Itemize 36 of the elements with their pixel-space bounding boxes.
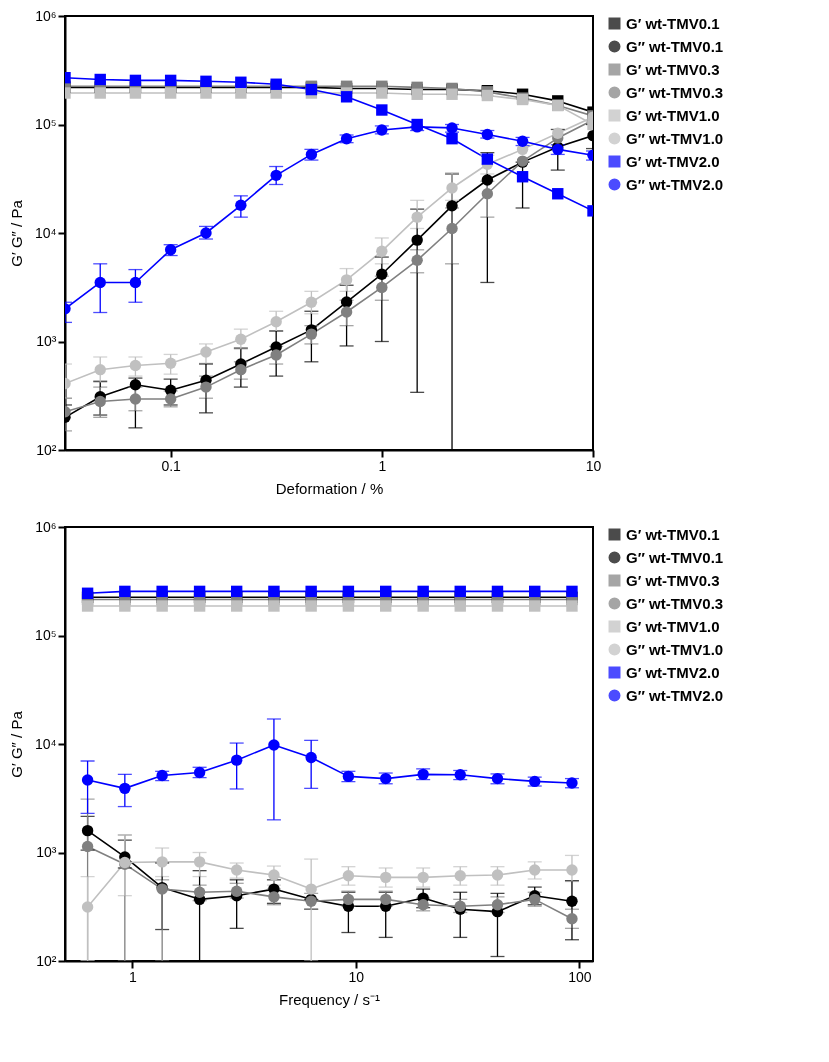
y-tick-label: 10⁴: [34, 224, 57, 241]
legend-label: G′ wt-TMV0.3: [626, 60, 720, 78]
legend-label: G″ wt-TMV2.0: [626, 686, 724, 704]
legend-label: G′ wt-TMV1.0: [626, 106, 720, 124]
x-tick-label: 10: [585, 457, 602, 474]
y-tick-label: 10⁵: [35, 116, 57, 132]
y-tick-label: 10²: [36, 441, 57, 458]
y-axis-title: G′ G″ / Pa: [7, 710, 25, 778]
x-axis-title: Deformation / %: [275, 479, 384, 497]
legend-label: G′ wt-TMV0.1: [626, 525, 720, 543]
legend-label: G″ wt-TMV2.0: [626, 175, 724, 193]
y-tick-label: 10⁴: [34, 735, 57, 752]
legend-label: G″ wt-TMV0.1: [626, 548, 724, 566]
legend-label: G′ wt-TMV0.3: [626, 571, 720, 589]
y-axis-title: G′ G″ / Pa: [7, 199, 25, 267]
y-tick-label: 10³: [36, 333, 57, 349]
y-tick-label: 10³: [36, 844, 57, 860]
legend-label: G″ wt-TMV0.3: [626, 594, 724, 612]
x-tick-label: 10: [348, 968, 365, 985]
y-tick-label: 10⁶: [35, 7, 57, 24]
y-tick-label: 10²: [36, 952, 57, 969]
legend-label: G′ wt-TMV0.1: [626, 14, 720, 32]
legend-label: G″ wt-TMV1.0: [626, 129, 724, 147]
legend-label: G″ wt-TMV1.0: [626, 640, 724, 658]
x-tick-label: 0.1: [161, 457, 182, 474]
x-axis-title: Frequency / s⁻¹: [279, 990, 380, 1008]
legend-label: G″ wt-TMV0.3: [626, 83, 724, 101]
legend-label: G′ wt-TMV2.0: [626, 152, 720, 170]
legend-label: G′ wt-TMV2.0: [626, 663, 720, 681]
y-tick-label: 10⁶: [35, 518, 57, 535]
x-tick-label: 100: [568, 968, 592, 985]
x-tick-label: 1: [378, 457, 387, 474]
legend-label: G′ wt-TMV1.0: [626, 617, 720, 635]
x-tick-label: 1: [128, 968, 137, 985]
y-tick-label: 10⁵: [35, 627, 57, 643]
legend-label: G″ wt-TMV0.1: [626, 37, 724, 55]
